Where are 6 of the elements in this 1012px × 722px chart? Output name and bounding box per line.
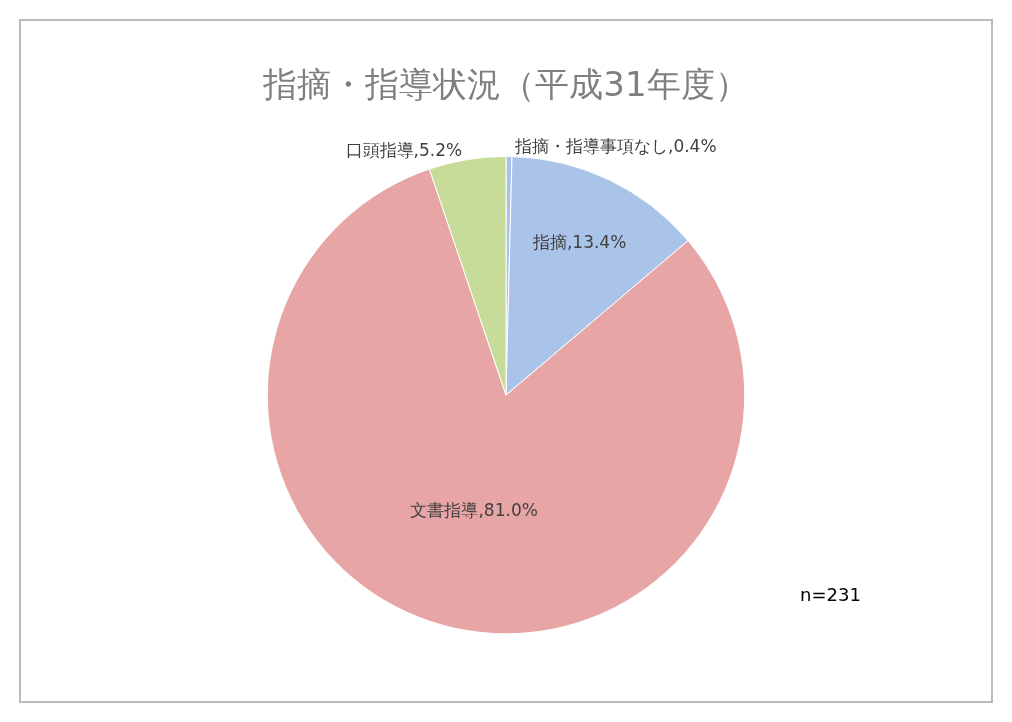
chart-title: 指摘・指導状況（平成31年度） <box>262 64 749 104</box>
slice-label: 文書指導,81.0% <box>410 500 538 521</box>
slice-label: 口頭指導,5.2% <box>345 139 463 160</box>
slice-label: 指摘,13.4% <box>531 232 627 253</box>
slice-label: 指摘・指導事項なし,0.4% <box>514 136 717 157</box>
text: n=231 <box>800 584 861 605</box>
